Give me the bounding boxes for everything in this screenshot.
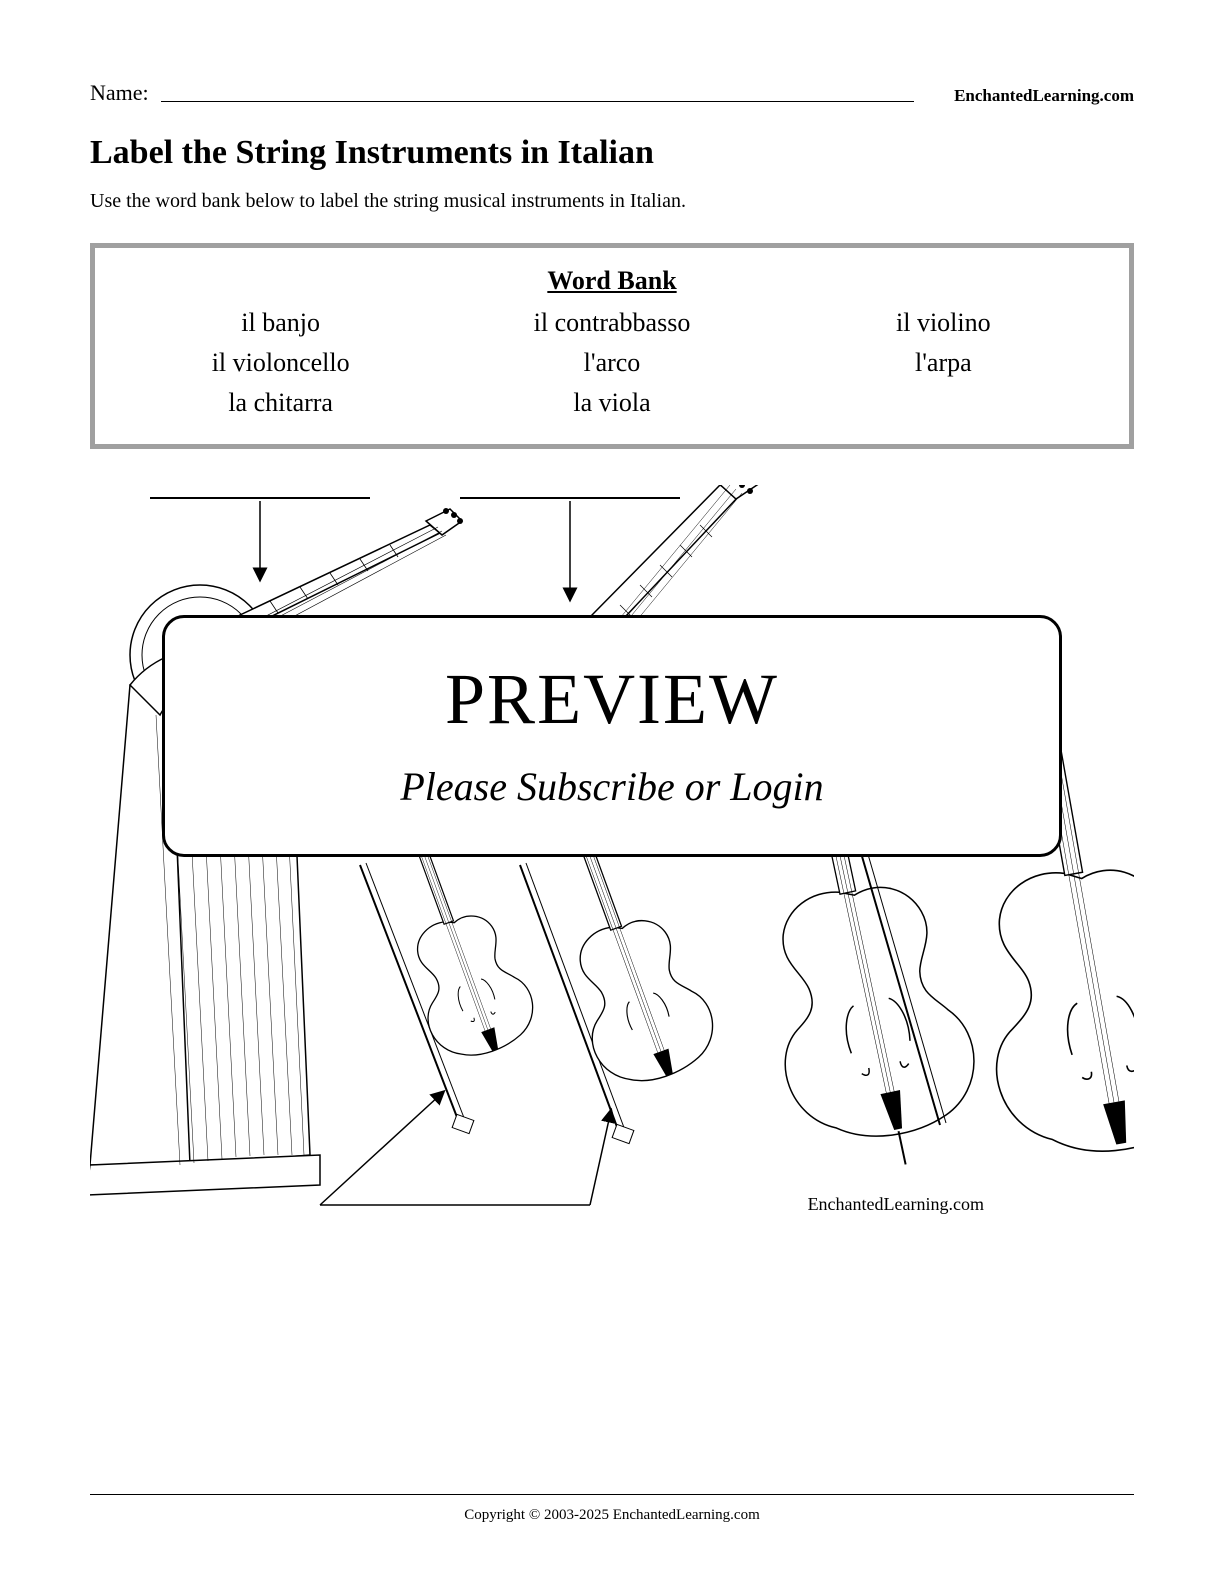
wb-word: la viola: [456, 388, 767, 418]
word-bank-box: Word Bank il banjo il violoncello la chi…: [90, 243, 1134, 449]
copyright-text: Copyright © 2003-2025 EnchantedLearning.…: [464, 1507, 760, 1523]
preview-title: PREVIEW: [195, 658, 1029, 741]
word-bank-col-1: il banjo il violoncello la chitarra: [125, 308, 436, 418]
word-bank-title: Word Bank: [125, 266, 1099, 296]
wb-word: il violoncello: [125, 348, 436, 378]
brand-label: EnchantedLearning.com: [954, 86, 1134, 106]
instructions-text: Use the word bank below to label the str…: [90, 190, 1134, 213]
word-bank-col-3: il violino l'arpa: [788, 308, 1099, 418]
preview-overlay: PREVIEW Please Subscribe or Login: [162, 615, 1062, 857]
page-title: Label the String Instruments in Italian: [90, 134, 1134, 172]
name-label: Name:: [90, 80, 149, 106]
wb-word: l'arpa: [788, 348, 1099, 378]
diagram-brand: EnchantedLearning.com: [808, 1194, 984, 1215]
word-bank-grid: il banjo il violoncello la chitarra il c…: [125, 308, 1099, 418]
wb-word: la chitarra: [125, 388, 436, 418]
wb-word: il contrabbasso: [456, 308, 767, 338]
wb-word: il banjo: [125, 308, 436, 338]
diagram-area: EnchantedLearning.com PREVIEW Please Sub…: [90, 485, 1134, 1245]
name-section: Name:: [90, 80, 954, 106]
name-input-line[interactable]: [161, 101, 914, 102]
wb-word: l'arco: [456, 348, 767, 378]
word-bank-col-2: il contrabbasso l'arco la viola: [456, 308, 767, 418]
footer: Copyright © 2003-2025 EnchantedLearning.…: [90, 1494, 1134, 1524]
instruments-svg: [90, 485, 1134, 1245]
wb-word: il violino: [788, 308, 1099, 338]
header-row: Name: EnchantedLearning.com: [90, 80, 1134, 106]
preview-subtitle: Please Subscribe or Login: [195, 763, 1029, 810]
